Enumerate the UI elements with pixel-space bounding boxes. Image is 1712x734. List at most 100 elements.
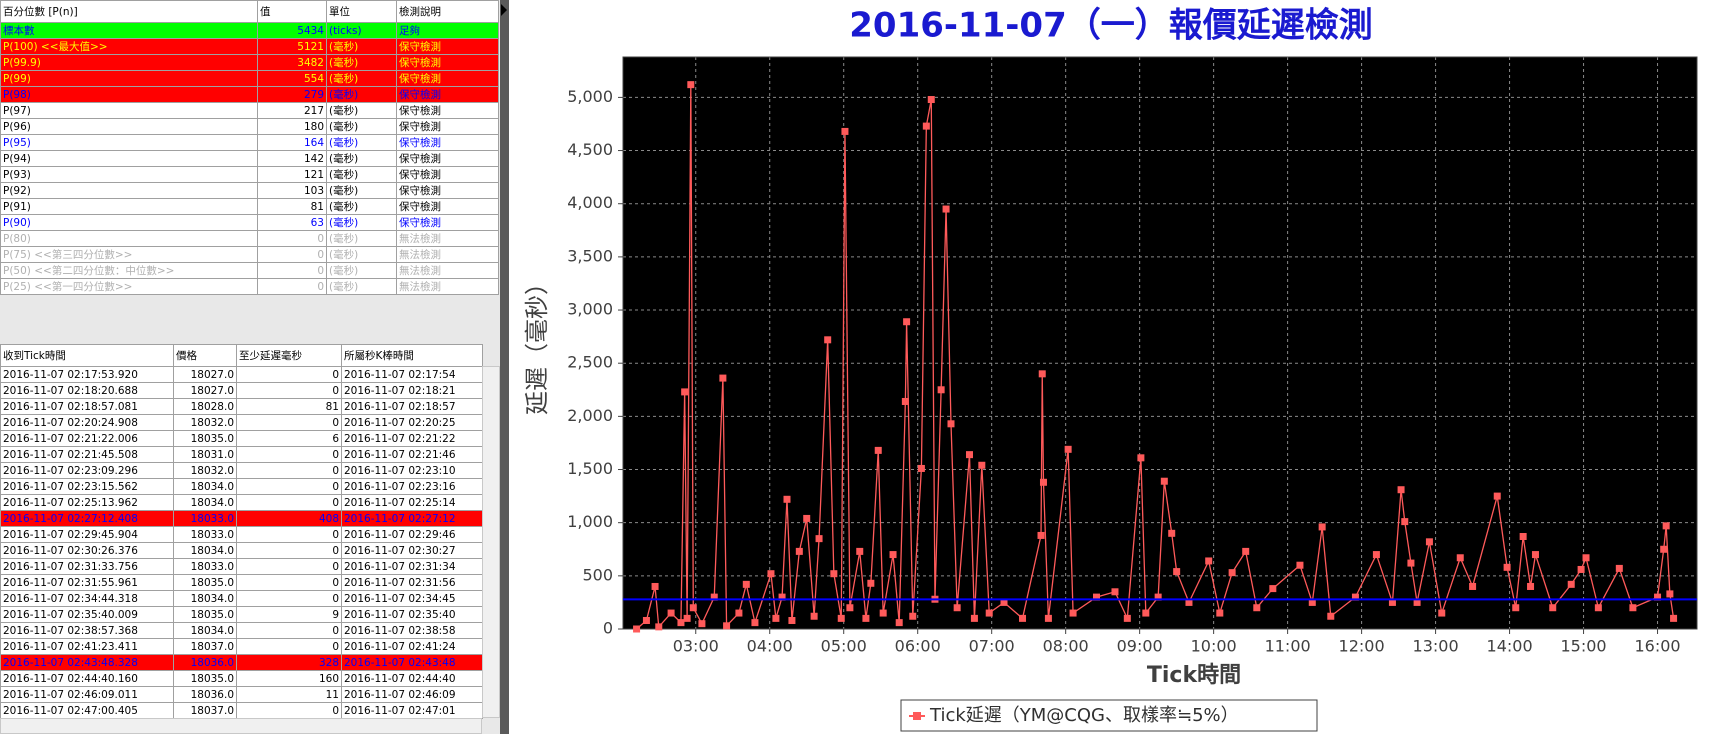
table-row: 2016-11-07 02:43:48.328 18036.0 328 2016-11…	[0, 654, 483, 671]
table-cell: 2016-11-07 02:20:24.908	[0, 414, 174, 431]
table-cell: 18035.0	[173, 430, 237, 447]
table-cell: 0	[236, 462, 342, 479]
point-marker	[837, 614, 845, 622]
x-tick-label: 16:00	[1634, 637, 1680, 656]
x-axis-title: Tick時間	[1147, 663, 1241, 688]
table-cell: 保守檢測	[396, 38, 499, 55]
column-header[interactable]: 檢測說明	[396, 0, 499, 23]
table-cell: 18027.0	[173, 382, 237, 399]
table-cell: 81	[257, 198, 327, 215]
point-marker	[1549, 604, 1557, 612]
point-marker	[1388, 598, 1396, 606]
point-marker	[783, 495, 791, 503]
table-cell: 2016-11-07 02:41:24	[341, 638, 483, 655]
point-marker	[1154, 593, 1162, 601]
point-marker	[1044, 614, 1052, 622]
table-row: P(94) 142 (毫秒) 保守檢測	[0, 150, 499, 167]
table-cell: 18035.0	[173, 606, 237, 623]
table-cell: (毫秒)	[326, 134, 397, 151]
point-marker	[1269, 585, 1277, 593]
y-tick-label: 2,000	[567, 406, 613, 425]
column-header[interactable]: 值	[257, 0, 327, 23]
table-cell: P(97)	[0, 102, 258, 119]
y-tick-label: 2,500	[567, 353, 613, 372]
table-row: P(92) 103 (毫秒) 保守檢測	[0, 182, 499, 199]
table-cell: 217	[257, 102, 327, 119]
point-marker	[1173, 568, 1181, 576]
point-marker	[1397, 486, 1405, 494]
point-marker	[874, 446, 882, 454]
table-cell: P(75) <<第三四分位數>>	[0, 246, 258, 263]
point-marker	[767, 570, 775, 578]
vertical-scrollbar[interactable]	[482, 366, 500, 718]
point-marker	[922, 122, 930, 130]
table-row: 2016-11-07 02:30:26.376 18034.0 0 2016-11-0…	[0, 542, 483, 559]
table-cell: 保守檢測	[396, 214, 499, 231]
table-cell: 保守檢測	[396, 102, 499, 119]
point-marker	[788, 616, 796, 624]
point-marker	[1519, 533, 1527, 541]
splitter[interactable]	[500, 0, 509, 734]
column-header[interactable]: 價格	[173, 344, 237, 367]
point-marker	[1425, 538, 1433, 546]
point-marker	[985, 609, 993, 617]
column-header[interactable]: 百分位數 [P(n)]	[0, 0, 258, 23]
table-cell: 0	[236, 366, 342, 383]
table-cell: 2016-11-07 02:41:23.411	[0, 638, 174, 655]
x-tick-label: 05:00	[821, 637, 867, 656]
x-tick-label: 07:00	[969, 637, 1015, 656]
table-row: P(93) 121 (毫秒) 保守檢測	[0, 166, 499, 183]
table-cell: 2016-11-07 02:34:44.318	[0, 590, 174, 607]
table-cell: 2016-11-07 02:25:13.962	[0, 494, 174, 511]
table-cell: 2016-11-07 02:29:45.904	[0, 526, 174, 543]
point-marker	[1629, 604, 1637, 612]
table-cell: (毫秒)	[326, 262, 397, 279]
header-row: 百分位數 [P(n)] 值單位 檢測說明	[0, 0, 499, 23]
point-marker	[909, 612, 917, 620]
table-cell: 保守檢測	[396, 182, 499, 199]
table-cell: 2016-11-07 02:27:12.408	[0, 510, 174, 527]
header-row: 收到Tick時間 價格 至少延遲毫秒 所屬秒K棒時間	[0, 344, 483, 367]
table-cell: 0	[236, 574, 342, 591]
table-cell: P(99)	[0, 70, 258, 87]
x-tick-label: 03:00	[673, 637, 719, 656]
point-marker	[953, 604, 961, 612]
table-cell: (毫秒)	[326, 214, 397, 231]
table-cell: 408	[236, 510, 342, 527]
table-cell: 18028.0	[173, 398, 237, 415]
table-cell: (ticks)	[326, 22, 397, 39]
table-row: 2016-11-07 02:31:33.756 18033.0 0 2016-11-0…	[0, 558, 483, 575]
point-marker	[778, 593, 786, 601]
point-marker	[1660, 545, 1668, 553]
table-row: P(99) 554 (毫秒) 保守檢測	[0, 70, 499, 87]
table-cell: 18034.0	[173, 622, 237, 639]
table-cell: (毫秒)	[326, 278, 397, 295]
point-marker	[1456, 554, 1464, 562]
point-marker	[1531, 551, 1539, 559]
column-header[interactable]: 單位	[326, 0, 397, 23]
table-cell: 160	[236, 670, 342, 687]
table-cell: P(95)	[0, 134, 258, 151]
table-cell: (毫秒)	[326, 246, 397, 263]
percentile-table: 百分位數 [P(n)] 值單位 檢測說明 標本數 5434 (ticks) 足夠 P(100)…	[0, 0, 499, 295]
column-header[interactable]: 收到Tick時間	[0, 344, 174, 367]
table-cell: P(96)	[0, 118, 258, 135]
table-row: 標本數 5434 (ticks) 足夠	[0, 22, 499, 39]
column-header[interactable]: 至少延遲毫秒	[236, 344, 342, 367]
table-cell: 0	[257, 230, 327, 247]
table-row: 2016-11-07 02:18:57.081 18028.0 81 2016-11-…	[0, 398, 483, 415]
table-cell: 18033.0	[173, 510, 237, 527]
table-cell: 0	[236, 382, 342, 399]
point-marker	[795, 547, 803, 555]
table-cell: 9	[236, 606, 342, 623]
column-header[interactable]: 所屬秒K棒時間	[341, 344, 483, 367]
table-row: 2016-11-07 02:23:15.562 18034.0 0 2016-11-0…	[0, 478, 483, 495]
splitter-arrow	[501, 4, 507, 16]
point-marker	[1594, 604, 1602, 612]
table-cell: 2016-11-07 02:31:55.961	[0, 574, 174, 591]
horizontal-scrollbar[interactable]	[0, 718, 482, 734]
point-marker	[667, 609, 675, 617]
point-marker	[651, 582, 659, 590]
table-row: 2016-11-07 02:21:45.508 18031.0 0 2016-11-0…	[0, 446, 483, 463]
